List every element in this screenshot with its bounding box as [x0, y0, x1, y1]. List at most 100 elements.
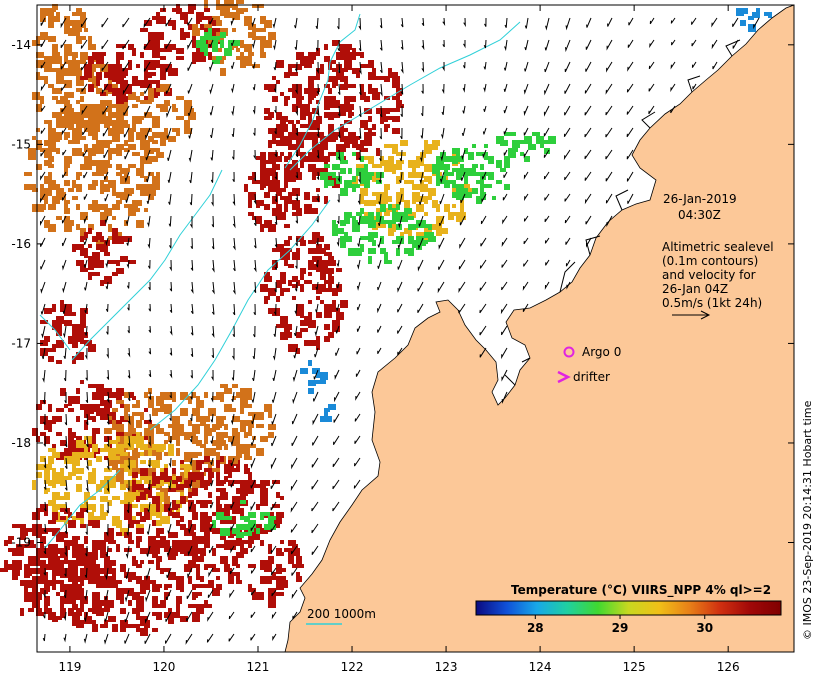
- sst-pixel: [228, 436, 232, 442]
- sst-pixel: [280, 496, 284, 500]
- sst-pixel: [12, 552, 16, 556]
- sst-pixel: [136, 132, 144, 140]
- velocity-arrow: [230, 17, 235, 26]
- velocity-arrow: [543, 171, 550, 180]
- sst-pixel: [328, 180, 334, 186]
- sst-pixel: [164, 488, 168, 492]
- sst-pixel: [100, 92, 106, 96]
- sst-pixel: [116, 52, 122, 58]
- velocity-arrow: [355, 369, 361, 377]
- sst-pixel: [248, 512, 256, 518]
- sst-pixel: [184, 564, 192, 572]
- velocity-arrow: [64, 523, 68, 534]
- sst-pixel: [272, 504, 280, 508]
- velocity-arrow: [439, 193, 445, 205]
- sst-pixel: [28, 608, 34, 612]
- sst-pixel: [332, 40, 340, 46]
- sst-pixel: [276, 156, 282, 162]
- sst-pixel: [232, 440, 240, 446]
- sst-pixel: [120, 108, 124, 112]
- velocity-arrow: [355, 391, 361, 401]
- velocity-arrow: [123, 105, 130, 116]
- sst-pixel: [52, 324, 60, 330]
- sst-pixel: [132, 520, 140, 524]
- velocity-arrow: [252, 325, 256, 338]
- sst-pixel: [108, 616, 116, 622]
- sst-pixel: [72, 580, 78, 588]
- velocity-arrow: [379, 61, 383, 73]
- velocity-arrow: [253, 215, 257, 226]
- sst-pixel: [340, 168, 346, 172]
- sst-pixel: [324, 164, 330, 168]
- velocity-arrow: [419, 171, 424, 185]
- sst-pixel: [184, 464, 192, 470]
- sst-pixel: [88, 228, 92, 234]
- sst-pixel: [80, 36, 86, 40]
- sst-pixel: [24, 584, 28, 592]
- sst-pixel: [312, 88, 320, 92]
- sst-pixel: [80, 568, 86, 572]
- sst-pixel: [48, 448, 56, 452]
- velocity-arrow: [314, 347, 319, 358]
- velocity-arrow: [421, 61, 425, 73]
- velocity-arrow: [272, 347, 277, 361]
- velocity-arrow: [250, 435, 256, 446]
- sst-pixel: [144, 20, 152, 26]
- sst-pixel: [68, 140, 76, 144]
- sst-pixel: [100, 160, 104, 166]
- sst-pixel: [172, 612, 180, 618]
- sst-pixel: [120, 68, 128, 76]
- sst-pixel: [48, 204, 56, 210]
- sst-pixel: [96, 88, 102, 94]
- sst-pixel: [116, 164, 122, 170]
- sst-pixel: [508, 148, 512, 156]
- sst-pixel: [192, 552, 198, 560]
- sst-pixel: [152, 472, 156, 478]
- sst-pixel: [300, 124, 306, 128]
- sst-pixel: [152, 60, 160, 68]
- sst-pixel: [104, 276, 112, 284]
- sst-pixel: [108, 416, 112, 420]
- sst-pixel: [112, 580, 118, 588]
- sst-pixel: [44, 476, 50, 484]
- sst-pixel: [120, 608, 126, 614]
- sst-pixel: [96, 168, 104, 176]
- sst-pixel: [408, 172, 416, 178]
- colorbar-ticks: 28 29 30: [527, 615, 713, 635]
- sst-pixel: [360, 120, 368, 128]
- sst-pixel: [216, 576, 220, 580]
- sst-pixel: [168, 444, 174, 452]
- velocity-arrow: [312, 413, 319, 426]
- sst-pixel: [236, 572, 240, 576]
- velocity-arrow: [463, 40, 466, 49]
- sst-pixel: [56, 188, 64, 194]
- sst-pixel: [324, 312, 332, 318]
- sst-pixel: [72, 396, 80, 404]
- sst-pixel: [108, 64, 116, 72]
- sst-pixel: [288, 236, 292, 240]
- sst-pixel: [368, 84, 372, 88]
- sst-pixel: [108, 120, 114, 126]
- sst-pixel: [328, 152, 336, 156]
- sst-pixel: [88, 384, 96, 388]
- sst-pixel: [216, 4, 220, 10]
- sst-pixel: [92, 548, 98, 552]
- sst-pixel: [296, 280, 300, 286]
- velocity-arrow: [207, 589, 214, 598]
- sst-pixel: [156, 452, 162, 460]
- sst-pixel: [132, 504, 138, 508]
- sst-pixel: [144, 72, 152, 78]
- sst-pixel: [100, 204, 106, 210]
- velocity-arrow: [523, 215, 529, 222]
- sst-pixel: [228, 472, 232, 478]
- sst-pixel: [136, 400, 140, 404]
- sst-pixel: [336, 228, 344, 234]
- sst-pixel: [48, 548, 56, 554]
- sst-pixel: [104, 84, 110, 90]
- velocity-arrow: [337, 215, 340, 224]
- velocity-arrow: [64, 501, 68, 514]
- sst-pixel: [316, 188, 320, 192]
- sst-pixel: [176, 576, 184, 584]
- velocity-arrow: [229, 567, 235, 575]
- velocity-arrow: [543, 105, 550, 117]
